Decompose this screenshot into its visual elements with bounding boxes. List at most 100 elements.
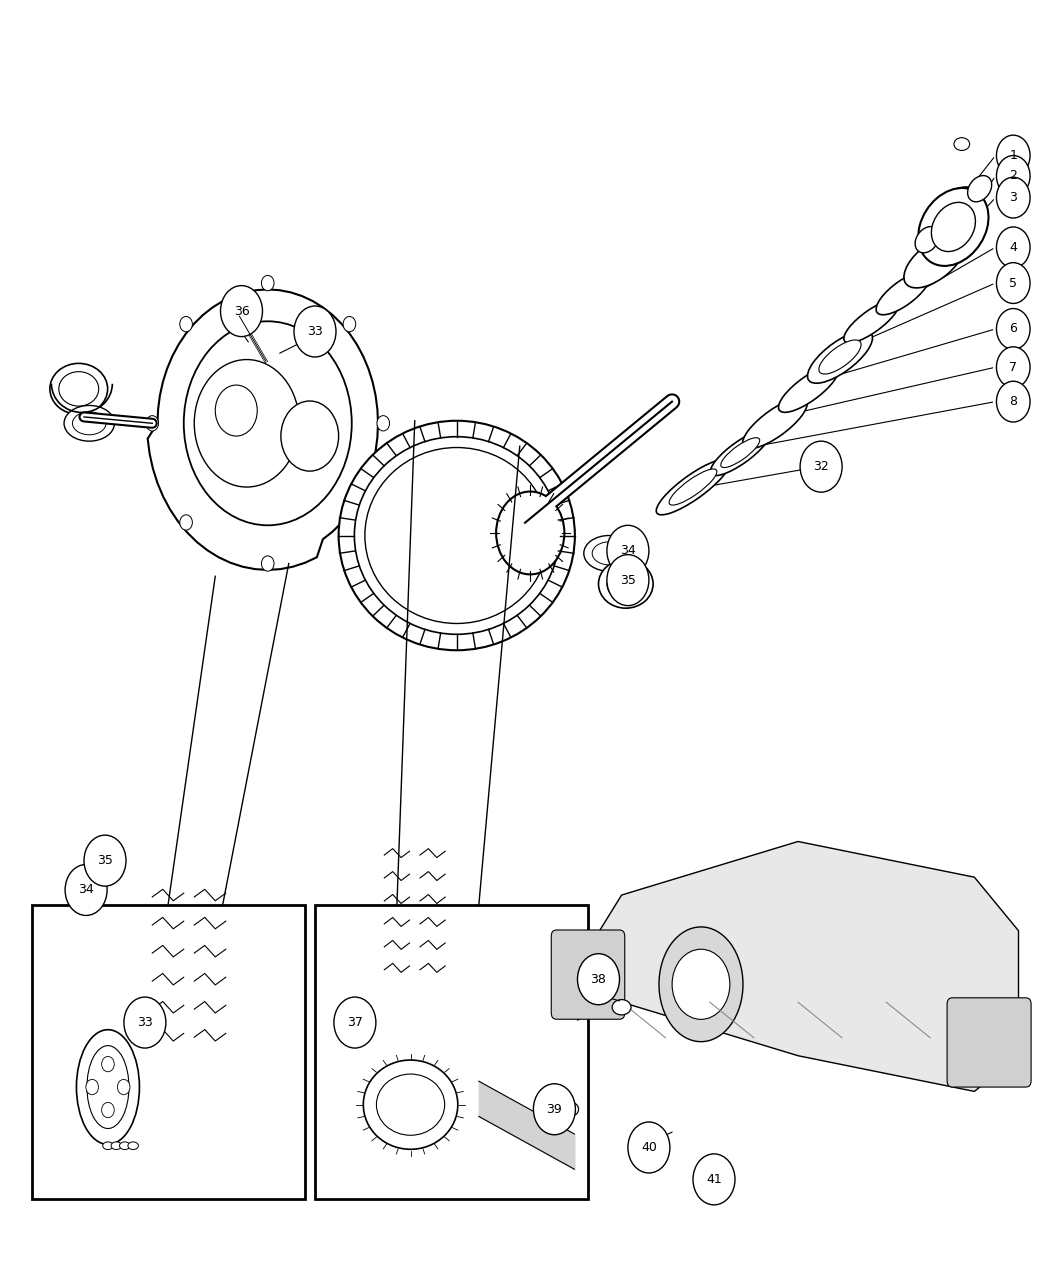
Circle shape <box>996 381 1030 422</box>
Circle shape <box>294 306 336 357</box>
Circle shape <box>533 1084 575 1135</box>
Circle shape <box>607 555 649 606</box>
Ellipse shape <box>377 416 390 431</box>
Text: 6: 6 <box>1009 323 1017 335</box>
Ellipse shape <box>566 1103 579 1116</box>
Text: 39: 39 <box>546 1103 563 1116</box>
Ellipse shape <box>50 363 107 414</box>
Text: 33: 33 <box>136 1016 153 1029</box>
Text: 34: 34 <box>620 544 635 557</box>
Text: 40: 40 <box>640 1141 657 1154</box>
Ellipse shape <box>376 1074 445 1135</box>
Ellipse shape <box>102 1103 114 1118</box>
Circle shape <box>84 835 126 886</box>
Ellipse shape <box>612 1000 631 1015</box>
Text: 34: 34 <box>79 884 94 896</box>
Text: 36: 36 <box>233 305 250 317</box>
Circle shape <box>65 864 107 915</box>
Ellipse shape <box>778 366 839 412</box>
Circle shape <box>800 441 842 492</box>
Ellipse shape <box>742 398 807 449</box>
FancyBboxPatch shape <box>32 905 304 1198</box>
Ellipse shape <box>194 360 299 487</box>
Ellipse shape <box>261 275 274 291</box>
FancyBboxPatch shape <box>315 905 588 1198</box>
Text: 35: 35 <box>97 854 113 867</box>
Text: 1: 1 <box>1009 149 1017 162</box>
Ellipse shape <box>103 1142 113 1150</box>
Ellipse shape <box>233 301 246 311</box>
Ellipse shape <box>931 203 975 251</box>
Ellipse shape <box>496 492 565 574</box>
Ellipse shape <box>954 138 970 150</box>
Circle shape <box>996 177 1030 218</box>
Text: 41: 41 <box>706 1173 722 1186</box>
Ellipse shape <box>968 176 991 201</box>
Ellipse shape <box>669 469 717 505</box>
Circle shape <box>607 525 649 576</box>
Ellipse shape <box>355 436 559 635</box>
Circle shape <box>693 1154 735 1205</box>
Ellipse shape <box>72 412 106 435</box>
Ellipse shape <box>876 272 930 315</box>
Ellipse shape <box>215 385 257 436</box>
Circle shape <box>334 997 376 1048</box>
Ellipse shape <box>365 448 548 623</box>
Text: 3: 3 <box>1009 191 1017 204</box>
Text: 8: 8 <box>1009 395 1017 408</box>
FancyBboxPatch shape <box>551 929 625 1019</box>
Ellipse shape <box>916 227 939 252</box>
Ellipse shape <box>844 300 899 343</box>
Text: 2: 2 <box>1009 170 1017 182</box>
Ellipse shape <box>59 372 99 407</box>
Ellipse shape <box>86 1080 99 1095</box>
Ellipse shape <box>598 560 653 608</box>
Ellipse shape <box>343 515 356 530</box>
Ellipse shape <box>607 567 645 601</box>
Circle shape <box>996 135 1030 176</box>
Ellipse shape <box>180 515 192 530</box>
Circle shape <box>220 286 262 337</box>
Circle shape <box>996 309 1030 349</box>
Circle shape <box>996 263 1030 303</box>
Ellipse shape <box>128 1142 139 1150</box>
Ellipse shape <box>64 405 114 441</box>
Ellipse shape <box>592 542 626 565</box>
Ellipse shape <box>281 400 338 470</box>
Ellipse shape <box>904 235 965 288</box>
Text: 7: 7 <box>1009 361 1017 374</box>
Circle shape <box>996 227 1030 268</box>
Circle shape <box>578 954 619 1005</box>
Ellipse shape <box>343 316 356 332</box>
Ellipse shape <box>77 1030 140 1145</box>
Ellipse shape <box>656 459 730 515</box>
Text: 35: 35 <box>620 574 636 586</box>
Ellipse shape <box>584 536 634 571</box>
Ellipse shape <box>807 330 873 384</box>
Circle shape <box>628 1122 670 1173</box>
Text: 37: 37 <box>346 1016 363 1029</box>
Polygon shape <box>578 842 1018 1091</box>
Ellipse shape <box>925 187 982 241</box>
Ellipse shape <box>184 321 352 525</box>
Circle shape <box>996 156 1030 196</box>
Text: 5: 5 <box>1009 277 1017 289</box>
Text: 4: 4 <box>1009 241 1017 254</box>
Ellipse shape <box>261 556 274 571</box>
FancyBboxPatch shape <box>947 998 1031 1088</box>
Text: 32: 32 <box>813 460 830 473</box>
Ellipse shape <box>720 437 760 468</box>
Circle shape <box>124 997 166 1048</box>
Ellipse shape <box>87 1046 129 1128</box>
Ellipse shape <box>120 1142 130 1150</box>
Circle shape <box>996 347 1030 388</box>
Text: 38: 38 <box>590 973 607 986</box>
Ellipse shape <box>363 1060 458 1149</box>
Ellipse shape <box>710 430 771 476</box>
Ellipse shape <box>659 927 743 1042</box>
Ellipse shape <box>111 1142 122 1150</box>
Ellipse shape <box>819 340 861 374</box>
Ellipse shape <box>180 316 192 332</box>
Ellipse shape <box>338 421 575 650</box>
Polygon shape <box>148 289 378 570</box>
